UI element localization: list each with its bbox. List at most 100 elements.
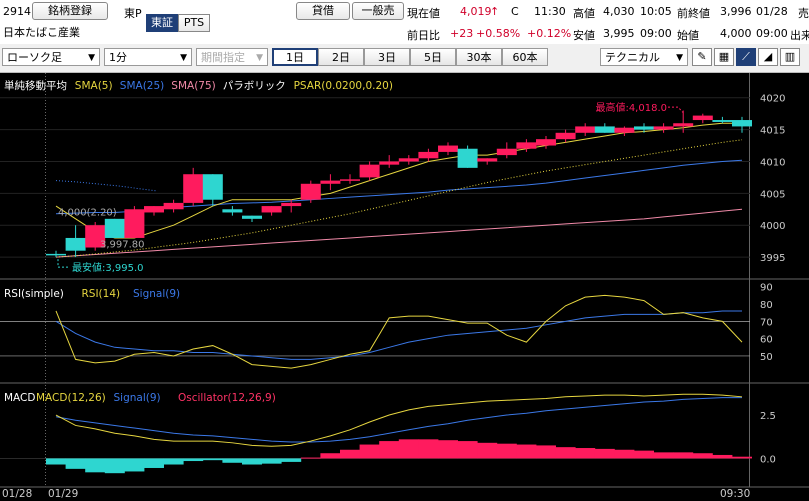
oscillator-bar [46, 458, 66, 465]
price-legend-2: SMA(25) [120, 80, 164, 92]
chevron-down-icon: ▼ [676, 53, 683, 63]
current-time: 11:30 [534, 5, 566, 18]
current-price-value: 4,019 [460, 5, 492, 18]
candle-body [536, 139, 556, 146]
pen-icon[interactable]: ✎ [692, 48, 712, 66]
stock-chart[interactable]: 最高値:4,018.0 最安値:3,995.0 3,997.80 4,000(2.20… [0, 73, 809, 501]
grid-icon[interactable]: ▦ [714, 48, 734, 66]
range-5d[interactable]: 5日 [410, 48, 456, 66]
oscillator-bar [183, 458, 204, 462]
rsi-ytick-3: 80 [760, 300, 773, 311]
oscillator-bar [496, 443, 517, 459]
price-legend-5: PSAR(0.0200,0.20) [294, 80, 393, 92]
oscillator-bar [124, 458, 145, 472]
candle-body [340, 179, 360, 181]
macd-signal-line [55, 397, 742, 443]
range-30[interactable]: 30本 [456, 48, 502, 66]
chart-toolbar: ローソク足 ▼ 1分 ▼ 期間指定 ▼ 1日 2日 3日 5日 30本 60本 テクニ… [0, 44, 809, 73]
price-ytick-1: 4000 [760, 221, 785, 232]
low-annotation: 最安値:3,995.0 [72, 261, 144, 274]
technical-select[interactable]: テクニカル ▼ [600, 48, 688, 66]
candle-body [594, 126, 615, 133]
candle-body [673, 123, 694, 127]
candle-body [496, 148, 517, 156]
axes: 3995 4000 4005 4010 4015 4020 50 60 70 80 90 2.5 0.0… [2, 94, 785, 500]
oscillator-bar [163, 458, 184, 465]
high-annotation-line [668, 106, 684, 113]
oscillator-bar [438, 440, 458, 459]
candle-body [398, 158, 419, 162]
lending-button[interactable]: 貸借 [296, 2, 350, 20]
candle-body [418, 151, 439, 159]
rsi-panel: RSI(simple) RSI(14) Signal(9) [0, 288, 750, 369]
oscillator-bar [418, 439, 439, 459]
candle-body [261, 206, 282, 213]
area-chart-icon[interactable]: ◢ [758, 48, 778, 66]
low-time: 09:00 [640, 27, 672, 40]
prev-close-value: 3,996 [720, 5, 752, 18]
open-value: 4,000 [720, 27, 752, 40]
oscillator-bar [379, 441, 400, 459]
candle-body [732, 120, 752, 127]
general-sell-button[interactable]: 一般売 [352, 2, 404, 20]
high-time: 10:05 [640, 5, 672, 18]
price-ytick-4: 4015 [760, 126, 785, 137]
candle-body [634, 126, 654, 130]
rsi14-line [55, 294, 743, 369]
range-3d[interactable]: 3日 [364, 48, 410, 66]
interval-select[interactable]: 1分 ▼ [104, 48, 192, 66]
price-ytick-0: 3995 [760, 253, 785, 264]
price-panel: 最高値:4,018.0 最安値:3,995.0 3,997.80 4,000(2.20… [0, 79, 752, 274]
oscillator-bar [653, 452, 674, 459]
price-legend-0: 単純移動平均 [4, 79, 67, 92]
chevron-down-icon: ▼ [256, 53, 263, 63]
price-ytick-5: 4020 [760, 94, 785, 105]
rsi-ytick-4: 90 [760, 283, 773, 294]
mid-annotation: 3,997.80 [100, 239, 145, 250]
oscillator-bar [359, 444, 380, 459]
macd-legend-0: MACD [4, 392, 35, 404]
price-ytick-2: 4005 [760, 189, 785, 200]
tab-tosho[interactable]: 東証 [146, 14, 178, 32]
rsi-ytick-1: 60 [760, 335, 773, 346]
candle-body [65, 237, 86, 251]
tab-pts[interactable]: PTS [178, 14, 210, 32]
price-legend-1: SMA(5) [75, 80, 113, 92]
oscillator-bar [614, 449, 635, 459]
macd-panel: MACD MACD(12,26) Signal(9) Oscillator(12,26… [0, 392, 752, 474]
current-flag: C [511, 5, 519, 18]
candle-body [359, 164, 380, 178]
open-time: 09:00 [756, 27, 788, 40]
oscillator-bar [85, 458, 106, 473]
oscillator-bar [536, 445, 556, 459]
oscillator-bar [673, 452, 694, 459]
candle-body [281, 202, 302, 207]
chart-type-select[interactable]: ローソク足 ▼ [2, 48, 100, 66]
candle-body [653, 126, 674, 130]
range-60[interactable]: 60本 [502, 48, 548, 66]
left-annotation: 4,000(2.20) [58, 208, 117, 219]
prev-close-date: 01/28 [756, 5, 788, 18]
low-value: 3,995 [603, 27, 635, 40]
register-button[interactable]: 銘柄登録 [32, 2, 108, 20]
x-time-right: 09:30 [720, 488, 750, 500]
psar-line [55, 139, 743, 258]
low-label: 安値 [573, 29, 595, 42]
rsi-legend-0: RSI(simple) [4, 288, 64, 300]
oscillator-bar [320, 453, 341, 459]
rsi-ytick-0: 50 [760, 352, 773, 363]
bar-chart-icon[interactable]: ▥ [780, 48, 800, 66]
macd-legend-2: Signal(9) [114, 392, 161, 404]
range-2d[interactable]: 2日 [318, 48, 364, 66]
rsi-ytick-2: 70 [760, 317, 773, 328]
oscillator-bar [477, 442, 498, 459]
macd-line [55, 393, 743, 447]
prev-close-label: 前終値 [677, 7, 710, 20]
macd-ytick-1: 0.0 [760, 454, 776, 465]
oscillator-bar [242, 458, 262, 465]
line-chart-icon[interactable]: ⟋ [736, 48, 756, 66]
high-annotation: 最高値:4,018.0 [595, 101, 667, 114]
oscillator-bar [555, 447, 576, 459]
range-1d[interactable]: 1日 [272, 48, 318, 66]
candle-body [379, 161, 400, 165]
